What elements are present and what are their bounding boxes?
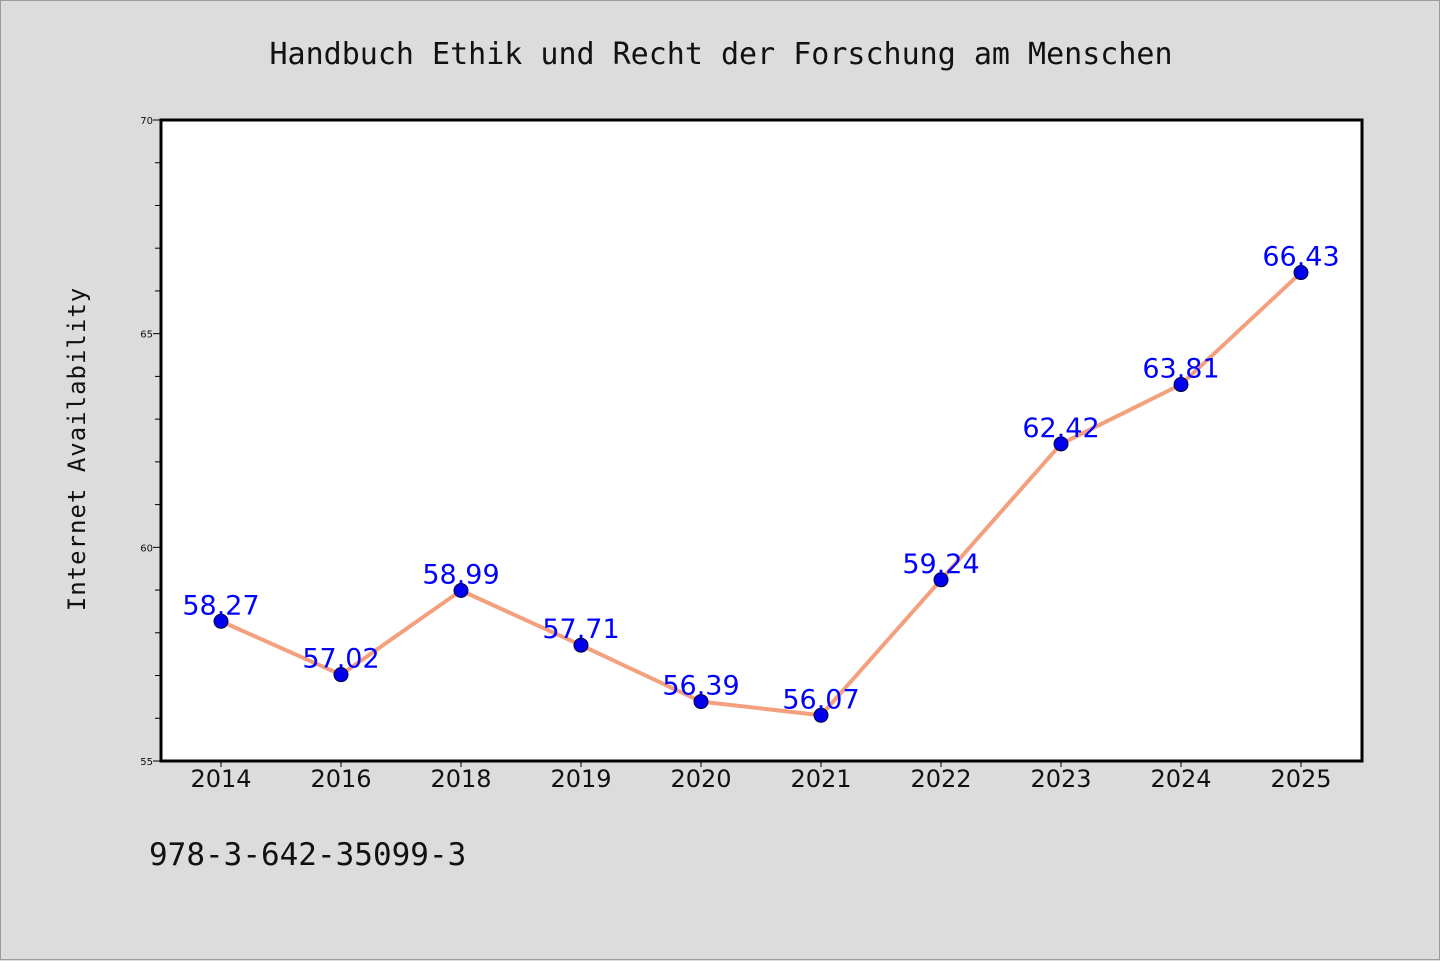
data-label: 63.81	[1142, 354, 1219, 385]
data-label: 66.43	[1262, 242, 1339, 273]
x-tick-label: 2016	[310, 765, 371, 793]
x-axis: 2014 2016 2018 2019 2020 2021 2022 2023 2024 2025	[190, 761, 1332, 793]
series-line	[213, 265, 1309, 723]
data-point	[453, 582, 469, 598]
x-tick-label: 2021	[790, 765, 851, 793]
data-point	[813, 707, 829, 723]
x-tick-label: 2022	[910, 765, 971, 793]
data-labels: 58.27 57.02 58.99 57.71 56.39 56.07 59.24 62.42…	[182, 242, 1339, 716]
data-point	[933, 572, 949, 588]
plot-area	[159, 118, 1364, 763]
data-label: 58.99	[422, 559, 499, 590]
chart-title: Handbuch Ethik und Recht der Forschung a…	[269, 37, 1172, 72]
data-point	[1173, 377, 1189, 393]
x-tick-label: 2025	[1270, 765, 1331, 793]
x-tick-label: 2024	[1150, 765, 1211, 793]
data-label: 58.27	[182, 590, 259, 621]
data-label: 57.71	[542, 614, 619, 645]
x-tick-label: 2018	[430, 765, 491, 793]
data-point	[693, 694, 709, 710]
data-point	[1053, 436, 1069, 452]
y-tick-label: 70	[140, 116, 153, 127]
y-tick-label: 60	[140, 543, 153, 554]
data-label: 56.39	[662, 671, 739, 702]
y-tick-label: 65	[140, 330, 153, 341]
isbn-footer: 978-3-642-35099-3	[149, 837, 466, 873]
data-label: 57.02	[302, 644, 379, 675]
y-axis: 55 60 65 70	[140, 116, 161, 768]
data-label: 59.24	[902, 549, 979, 580]
series-polyline	[220, 271, 1303, 718]
data-point	[1293, 265, 1309, 281]
x-tick-label: 2014	[190, 765, 251, 793]
data-label: 62.42	[1022, 413, 1099, 444]
data-point	[573, 637, 589, 653]
x-tick-label: 2023	[1030, 765, 1091, 793]
x-tick-label: 2019	[550, 765, 611, 793]
data-point	[213, 613, 229, 629]
data-point	[333, 667, 349, 683]
y-tick-label: 55	[140, 757, 153, 768]
data-label: 56.07	[782, 684, 859, 715]
x-tick-label: 2020	[670, 765, 731, 793]
y-axis-label: Internet Availability	[63, 287, 91, 611]
